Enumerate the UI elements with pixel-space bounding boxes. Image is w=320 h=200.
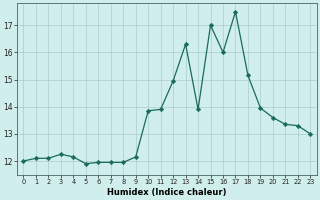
X-axis label: Humidex (Indice chaleur): Humidex (Indice chaleur) <box>107 188 227 197</box>
